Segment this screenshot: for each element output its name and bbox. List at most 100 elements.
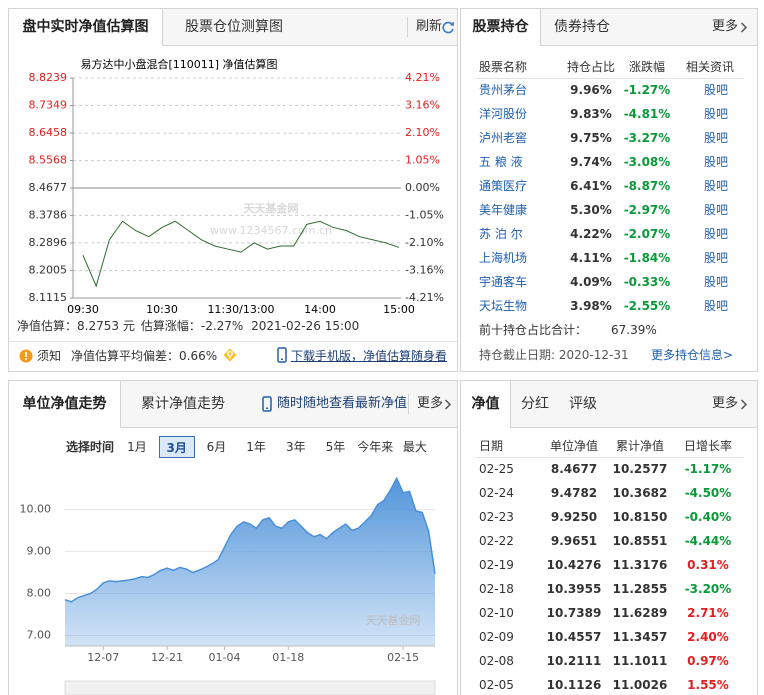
range-button[interactable]: 3年	[285, 440, 306, 454]
range-button[interactable]: 今年来	[357, 440, 394, 454]
trend-panel: 单位净值走势 累计净值走势 随时随地查看最新净值 更多 选择时间 7.00 8.0…	[8, 380, 458, 695]
tab[interactable]: 单位净值走势	[9, 381, 121, 428]
column-header: 单位净值	[549, 439, 598, 453]
nav-line	[64, 476, 436, 603]
cell: 2.40%	[687, 630, 729, 644]
cell: -4.44%	[684, 534, 732, 548]
y-tick-label: 8.5568	[29, 153, 68, 166]
column-header: 日增长率	[683, 439, 732, 453]
stock-link[interactable]: 通策医疗	[479, 179, 528, 193]
stock-link[interactable]: 贵州茅台	[479, 83, 528, 97]
navigator[interactable]	[64, 680, 436, 695]
cell: 11.2855	[612, 582, 668, 596]
cell: 5.30%	[570, 203, 612, 217]
refresh-icon[interactable]	[442, 21, 455, 34]
cell: 10.3955	[546, 582, 602, 596]
cell: 11.6289	[612, 606, 668, 620]
estimate-panel: 盘中实时净值估算图 股票仓位测算图 刷新 易方达中小盘混合[110011] 净值…	[8, 8, 458, 372]
cell: 0.31%	[687, 558, 729, 572]
range-button[interactable]: 最大	[402, 440, 427, 454]
cell: 2.71%	[687, 606, 729, 620]
tab[interactable]: 净值	[461, 381, 511, 428]
column-header: 相关资讯	[685, 60, 734, 74]
more-link[interactable]: 更多	[417, 396, 444, 411]
chevron	[444, 399, 452, 410]
cell: -4.81%	[623, 107, 671, 121]
cell: 3.98%	[570, 299, 612, 313]
cell: -3.20%	[684, 582, 732, 596]
help-icon[interactable]	[223, 348, 237, 362]
y2-tick-label: -2.10%	[405, 236, 444, 249]
forum-link[interactable]: 股吧	[703, 299, 728, 313]
stock-link[interactable]: 美年健康	[479, 203, 528, 217]
cell: 10.8551	[612, 534, 668, 548]
phone-icon	[262, 396, 272, 412]
stock-link[interactable]: 洋河股份	[479, 107, 528, 121]
stock-link[interactable]: 苏 泊 尔	[479, 227, 523, 241]
cell: -2.07%	[623, 227, 671, 241]
range-button[interactable]: 6月	[206, 440, 227, 454]
tab[interactable]: 股票仓位测算图	[185, 19, 283, 35]
tab[interactable]: 股票持仓	[461, 9, 541, 46]
forum-link[interactable]: 股吧	[703, 155, 728, 169]
cell: 02-08	[479, 654, 514, 668]
cell: -3.27%	[623, 131, 671, 145]
download-link[interactable]: 下载手机版，净值估算随身看	[291, 349, 448, 363]
more-link[interactable]: 更多	[712, 19, 739, 34]
forum-link[interactable]: 股吧	[703, 227, 728, 241]
refresh[interactable]: 刷新	[416, 19, 443, 34]
watermark: 天天基金网	[244, 201, 299, 215]
notice[interactable]: 须知	[37, 349, 62, 363]
y2-tick-label: -4.21%	[405, 291, 444, 304]
cell: 10.7389	[546, 606, 602, 620]
cell: 02-25	[479, 462, 514, 476]
tab[interactable]: 累计净值走势	[141, 396, 225, 412]
x-tick-label: 11:30/13:00	[207, 303, 274, 315]
range-button[interactable]: 3月	[158, 436, 195, 458]
app-link[interactable]: 随时随地查看最新净值	[277, 396, 408, 411]
deviation: 净值估算平均偏差：0.66%	[71, 348, 217, 364]
tab[interactable]: 盘中实时净值估算图	[9, 9, 163, 46]
more-info-link[interactable]: 更多持仓信息>	[651, 348, 734, 362]
cell: 0.97%	[687, 654, 729, 668]
tab[interactable]: 债券持仓	[554, 19, 610, 35]
range-button[interactable]: 1年	[246, 440, 266, 454]
more-link[interactable]: 更多	[712, 396, 739, 411]
y2-tick-label: 0.00%	[405, 181, 440, 194]
tab-bar: 盘中实时净值估算图 股票仓位测算图 刷新	[9, 9, 457, 46]
date-label: 持仓截止日期: 2020-12-31	[479, 348, 629, 362]
stock-link[interactable]: 宇通客车	[479, 275, 528, 289]
cell: -2.97%	[623, 203, 671, 217]
forum-link[interactable]: 股吧	[703, 107, 728, 121]
cell: 9.74%	[570, 155, 612, 169]
stock-link[interactable]: 上海机场	[479, 251, 528, 265]
value: -2.27%	[200, 319, 244, 333]
tab-bar: 股票持仓 债券持仓 更多	[461, 9, 757, 46]
cell: 9.83%	[570, 107, 612, 121]
y-tick-label: 10.00	[20, 502, 52, 515]
tab[interactable]: 评级	[569, 396, 597, 412]
range-button[interactable]: 1月	[127, 440, 147, 454]
stock-link[interactable]: 五 粮 液	[479, 155, 523, 169]
column-header: 股票名称	[479, 60, 528, 74]
stock-link[interactable]: 泸州老窖	[479, 131, 528, 145]
tab[interactable]: 分红	[521, 396, 549, 412]
range-button[interactable]: 5年	[325, 440, 346, 454]
notice-icon	[19, 349, 33, 363]
forum-link[interactable]: 股吧	[703, 179, 728, 193]
forum-link[interactable]: 股吧	[703, 251, 728, 265]
cell: 02-23	[479, 510, 514, 524]
forum-link[interactable]: 股吧	[703, 83, 728, 97]
unit: 元	[122, 319, 135, 333]
forum-link[interactable]: 股吧	[703, 203, 728, 217]
forum-link[interactable]: 股吧	[703, 275, 728, 289]
watermark: 天天基金网	[366, 613, 421, 627]
tab-bar: 净值 分红 评级 更多	[461, 381, 757, 428]
cell: 10.3682	[612, 486, 668, 500]
x-tick-label: 12-07	[87, 651, 119, 664]
cell: -3.08%	[623, 155, 671, 169]
cell: 10.4557	[546, 630, 602, 644]
forum-link[interactable]: 股吧	[703, 131, 728, 145]
total-value: 67.39%	[611, 323, 657, 337]
stock-link[interactable]: 天坛生物	[479, 299, 528, 313]
